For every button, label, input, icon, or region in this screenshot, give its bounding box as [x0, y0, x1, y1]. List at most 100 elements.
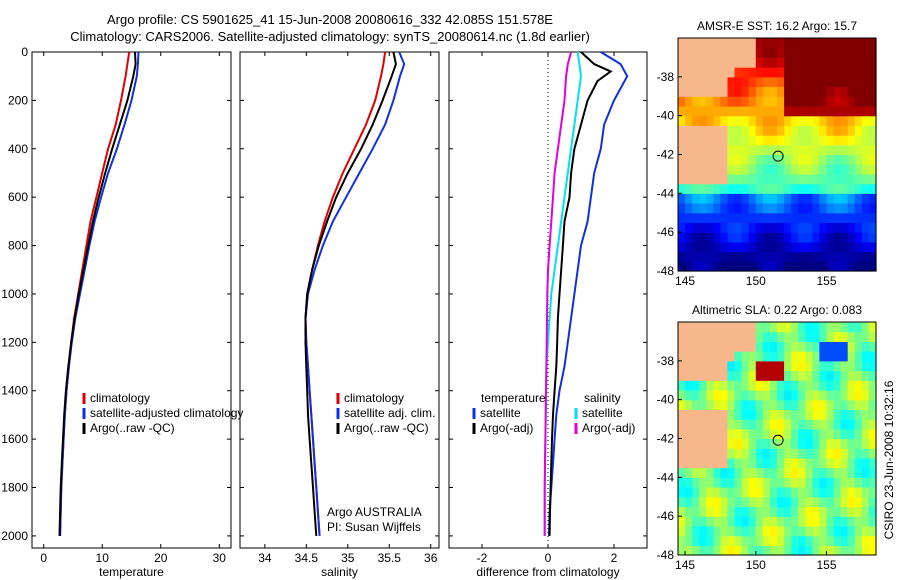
- map-cell: [678, 125, 686, 136]
- map-cell: [840, 173, 849, 185]
- map-cell: [769, 144, 778, 156]
- map-cell: [784, 331, 792, 342]
- map-cell: [734, 467, 743, 478]
- map-cell: [805, 370, 813, 381]
- map-cell: [741, 477, 750, 488]
- map-cell: [720, 203, 729, 214]
- map-cell: [798, 438, 806, 449]
- map-cell: [769, 232, 778, 243]
- map-cell: [826, 76, 835, 88]
- map-cell: [713, 222, 722, 233]
- map-cell: [678, 67, 686, 78]
- map-cell: [713, 135, 722, 146]
- map-cell: [769, 38, 778, 49]
- map-cell: [847, 341, 856, 352]
- map-cell: [840, 506, 849, 517]
- map-cell: [840, 380, 849, 391]
- map-cell: [805, 360, 813, 372]
- map-cell: [685, 232, 693, 243]
- map-cell: [791, 96, 799, 107]
- map-cell: [833, 351, 842, 362]
- map-cell: [833, 487, 842, 498]
- x-tick-label: 35: [341, 551, 355, 565]
- map-cell: [840, 545, 849, 556]
- map-cell: [762, 448, 771, 459]
- map-cell: [784, 144, 792, 156]
- map-cell: [685, 57, 693, 68]
- map-cell: [868, 457, 877, 469]
- map-cell: [812, 496, 821, 508]
- map-cell: [798, 390, 806, 401]
- map-cell: [699, 428, 707, 440]
- map-cell: [741, 222, 750, 233]
- map-cell: [819, 487, 828, 498]
- map-cell: [769, 467, 778, 478]
- map-cell: [769, 67, 778, 78]
- map-cell: [868, 438, 877, 449]
- map-cell: [861, 380, 870, 391]
- map-cell: [748, 154, 757, 165]
- map-cell: [755, 241, 764, 253]
- map-cell: [727, 380, 736, 391]
- map-cell: [706, 96, 714, 107]
- map-cell: [762, 477, 771, 488]
- map-cell: [833, 545, 842, 556]
- map-cell: [777, 448, 785, 459]
- map-cell: [741, 341, 750, 352]
- map-cell: [819, 477, 828, 488]
- map-cell: [791, 261, 799, 272]
- map-cell: [777, 506, 785, 517]
- map-cell: [692, 409, 700, 420]
- map-cell: [840, 154, 849, 165]
- map-cell: [685, 360, 693, 372]
- map-cell: [826, 506, 835, 517]
- map-cell: [826, 38, 835, 49]
- map-cell: [706, 525, 714, 537]
- map-cell: [847, 67, 856, 78]
- map-cell: [699, 222, 707, 233]
- map-cell: [784, 438, 792, 449]
- map-cell: [798, 212, 806, 224]
- map-cell: [748, 448, 757, 459]
- series-line: [59, 51, 140, 536]
- map-cell: [819, 57, 828, 68]
- map-cell: [762, 506, 771, 517]
- map-cell: [720, 351, 729, 362]
- map-cell: [713, 419, 722, 430]
- map-cell: [784, 428, 792, 440]
- map-cell: [678, 322, 686, 333]
- map-cell: [854, 545, 863, 556]
- map-cell: [769, 496, 778, 508]
- map-cell: [741, 76, 750, 88]
- map-cell: [678, 164, 686, 175]
- map-cell: [692, 399, 700, 410]
- map-cell: [777, 232, 785, 243]
- map-cell: [840, 47, 849, 58]
- map-cell: [762, 457, 771, 469]
- map-cell: [784, 419, 792, 430]
- map-cell: [727, 516, 736, 527]
- map-cell: [868, 96, 877, 107]
- map-cell: [699, 477, 707, 488]
- map-cell: [784, 409, 792, 420]
- map-cell: [861, 115, 870, 126]
- map-cell: [868, 183, 877, 194]
- map-cell: [769, 341, 778, 352]
- map-cell: [854, 419, 863, 430]
- map-cell: [840, 106, 849, 117]
- map-cell: [699, 183, 707, 194]
- map-cell: [784, 261, 792, 272]
- map-cell: [755, 496, 764, 508]
- map-cell: [868, 106, 877, 117]
- map-cell: [748, 370, 757, 381]
- map-cell: [720, 57, 729, 68]
- map-cell: [840, 428, 849, 440]
- map-cell: [798, 399, 806, 410]
- map-cell: [734, 360, 743, 372]
- map-cell: [812, 535, 821, 546]
- map-cell: [769, 86, 778, 97]
- map-cell: [854, 106, 863, 117]
- map-cell: [713, 57, 722, 68]
- series-line: [548, 51, 629, 536]
- map-cell: [833, 496, 842, 508]
